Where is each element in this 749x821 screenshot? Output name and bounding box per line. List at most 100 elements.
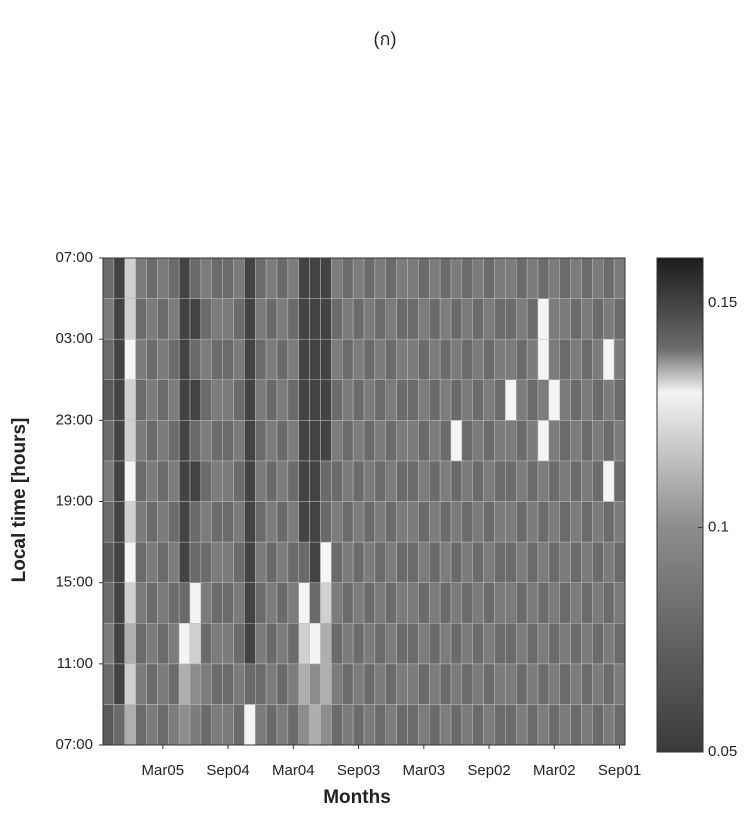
heatmap-cell: [407, 338, 419, 380]
heatmap-cell: [287, 379, 299, 421]
heatmap-cell: [581, 541, 593, 583]
heatmap-cell: [472, 663, 484, 705]
x-tick-label: Mar05: [142, 762, 185, 779]
heatmap-cell: [407, 623, 419, 665]
heatmap-cell: [352, 704, 365, 746]
heatmap-cell: [331, 379, 343, 421]
heatmap-cell: [483, 298, 495, 340]
heatmap-cell: [526, 663, 539, 705]
heatmap-cell: [581, 623, 593, 665]
heatmap-cell: [287, 663, 299, 705]
heatmap-cell: [385, 623, 397, 665]
heatmap-cell: [113, 338, 125, 380]
heatmap-cell: [505, 541, 517, 583]
heatmap-cell: [255, 501, 267, 543]
heatmap-cell: [363, 338, 376, 380]
heatmap-cell: [505, 460, 517, 502]
heatmap-cell: [548, 582, 560, 624]
heatmap-cell: [113, 582, 125, 624]
heatmap-cell: [418, 420, 430, 462]
heatmap-cell: [135, 623, 147, 665]
heatmap-cell: [526, 541, 539, 583]
heatmap-cell: [603, 379, 615, 421]
heatmap-cell: [331, 298, 343, 340]
heatmap-cell: [113, 379, 125, 421]
heatmap-cell: [537, 460, 550, 502]
heatmap-cell: [309, 379, 321, 421]
heatmap-cell: [124, 420, 136, 462]
heatmap-cell: [320, 623, 332, 665]
heatmap-cell: [124, 663, 136, 705]
heatmap-cell: [200, 541, 212, 583]
heatmap-cell: [352, 582, 365, 624]
heatmap-cell: [352, 298, 365, 340]
heatmap-cell: [200, 460, 212, 502]
heatmap-cell: [287, 623, 299, 665]
heatmap-cell: [472, 460, 484, 502]
heatmap-cell: [244, 298, 256, 340]
x-tick-label: Sep03: [337, 762, 380, 779]
heatmap-cell: [287, 460, 299, 502]
heatmap-cell: [255, 298, 267, 340]
heatmap-cell: [374, 501, 386, 543]
heatmap-cell: [603, 460, 615, 502]
heatmap-cell: [124, 460, 136, 502]
x-tick-label: Sep01: [598, 762, 641, 779]
heatmap-cell: [363, 298, 376, 340]
heatmap-cell: [494, 257, 506, 299]
heatmap-cell: [200, 582, 212, 624]
heatmap-cell: [102, 257, 115, 299]
heatmap-cell: [494, 501, 506, 543]
heatmap-cell: [374, 582, 386, 624]
heatmap-cell: [548, 663, 560, 705]
heatmap-cell: [461, 420, 473, 462]
heatmap-cell: [483, 257, 495, 299]
heatmap-cell: [189, 420, 202, 462]
heatmap-cell: [548, 541, 560, 583]
heatmap-cell: [429, 704, 441, 746]
heatmap-cell: [211, 460, 223, 502]
heatmap-cell: [396, 501, 408, 543]
heatmap-cell: [494, 298, 506, 340]
heatmap-cell: [505, 298, 517, 340]
heatmap-cell: [472, 379, 484, 421]
heatmap-cell: [168, 704, 180, 746]
heatmap-cell: [537, 582, 550, 624]
heatmap-cell: [244, 541, 256, 583]
heatmap-cell: [309, 541, 321, 583]
heatmap-cell: [581, 663, 593, 705]
heatmap-cell: [255, 663, 267, 705]
heatmap-cell: [592, 257, 604, 299]
heatmap-cell: [178, 623, 191, 665]
heatmap-cell: [494, 541, 506, 583]
heatmap-cell: [613, 663, 626, 705]
heatmap-cell: [146, 501, 158, 543]
heatmap-cell: [265, 379, 278, 421]
heatmap-cell: [200, 501, 212, 543]
heatmap-cell: [429, 501, 441, 543]
heatmap-cell: [255, 420, 267, 462]
heatmap-cell: [157, 338, 169, 380]
heatmap-cell: [548, 501, 560, 543]
heatmap-cell: [570, 623, 582, 665]
heatmap-cell: [298, 338, 310, 380]
heatmap-cell: [157, 379, 169, 421]
heatmap-cell: [537, 379, 550, 421]
heatmap-cell: [146, 582, 158, 624]
heatmap-cell: [385, 582, 397, 624]
heatmap-cell: [189, 257, 202, 299]
heatmap-cell: [559, 704, 571, 746]
heatmap-cell: [233, 460, 245, 502]
heatmap-cell: [461, 298, 473, 340]
heatmap-cell: [124, 338, 136, 380]
heatmap-cell: [189, 338, 202, 380]
heatmap-cell: [526, 501, 539, 543]
heatmap-cell: [113, 623, 125, 665]
heatmap-cell: [407, 298, 419, 340]
heatmap-cell: [233, 623, 245, 665]
heatmap-cell: [570, 582, 582, 624]
heatmap-cell: [189, 460, 202, 502]
heatmap-cell: [450, 379, 463, 421]
heatmap-cell: [418, 623, 430, 665]
heatmap-cell: [320, 704, 332, 746]
